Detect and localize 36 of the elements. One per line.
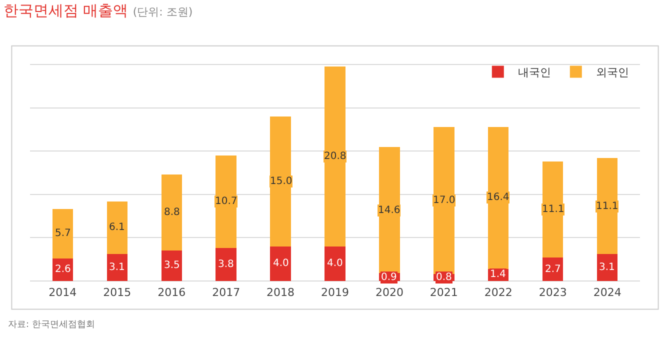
data-label: 3.5 xyxy=(164,260,180,271)
text: 자료: 한국면세점협회 xyxy=(8,320,95,330)
x-tick-label: 2020 xyxy=(375,286,404,299)
x-tick-label: 2014 xyxy=(48,286,77,299)
data-label: 10.7 xyxy=(215,196,238,207)
x-tick-label: 2017 xyxy=(212,286,240,299)
data-label: 4.0 xyxy=(327,258,343,269)
data-label: 1.4 xyxy=(490,269,506,280)
x-tick-label: 2022 xyxy=(484,286,512,299)
data-label: 5.7 xyxy=(55,228,71,239)
data-label: 11.1 xyxy=(542,204,564,215)
data-label: 2.7 xyxy=(545,264,561,275)
data-label: 14.6 xyxy=(378,205,400,216)
data-label: 11.1 xyxy=(596,201,618,212)
x-tick-label: 2023 xyxy=(538,286,567,299)
x-tick-label: 2019 xyxy=(321,286,349,299)
legend-label: 내국인 xyxy=(518,66,551,80)
x-tick-label: 2018 xyxy=(266,286,295,299)
data-label: 20.8 xyxy=(324,151,346,162)
data-label: 3.1 xyxy=(599,262,615,273)
legend-label: 외국인 xyxy=(596,66,629,80)
chart-title: 한국면세점 매출액 xyxy=(3,2,128,20)
data-label: 6.1 xyxy=(109,222,125,233)
data-label: 16.4 xyxy=(487,192,510,203)
data-label: 2.6 xyxy=(55,264,71,275)
data-label: 8.8 xyxy=(164,207,180,218)
data-label: 15.0 xyxy=(270,176,292,187)
data-label: 3.8 xyxy=(218,259,234,270)
x-tick-label: 2024 xyxy=(593,286,622,299)
data-label: 3.1 xyxy=(109,262,125,273)
x-tick-label: 2021 xyxy=(430,286,458,299)
data-label: 4.0 xyxy=(273,258,289,269)
data-label: 17.0 xyxy=(433,195,456,206)
chart-subtitle: (단위: 조원) xyxy=(132,6,193,19)
x-tick-label: 2016 xyxy=(158,286,186,299)
x-tick-label: 2015 xyxy=(103,286,132,299)
